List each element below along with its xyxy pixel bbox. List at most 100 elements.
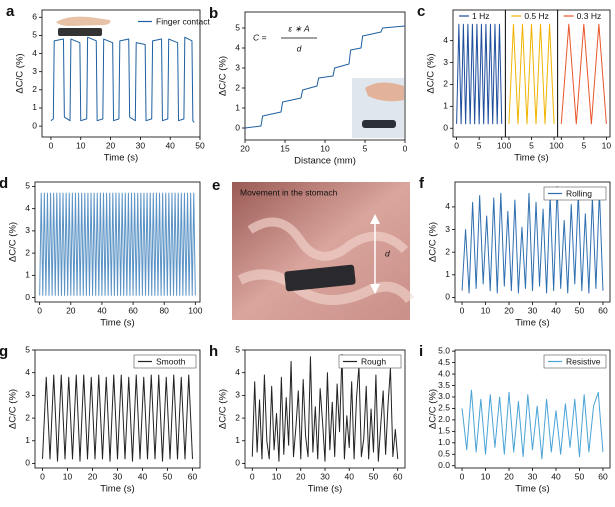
legend-label: Resistive xyxy=(566,356,601,366)
y-tick-label: 0 xyxy=(25,458,30,468)
x-tick-label: 100 xyxy=(188,305,202,315)
y-tick-label: 5.0 xyxy=(438,345,450,355)
x-tick-label: 30 xyxy=(320,471,330,481)
x-tick-label: 10 xyxy=(481,305,491,315)
y-axis-label: ΔC/C (%) xyxy=(8,222,19,262)
x-tick-label: 30 xyxy=(113,471,123,481)
x-tick-label: 40 xyxy=(345,471,355,481)
x-tick-label: 40 xyxy=(138,471,148,481)
y-tick-label: 2.5 xyxy=(438,403,450,413)
y-axis-label: ΔC/C (%) xyxy=(426,53,437,93)
data-line xyxy=(39,192,196,296)
data-line xyxy=(42,374,193,462)
x-tick-label: 80 xyxy=(159,305,169,315)
data-line xyxy=(456,23,503,125)
y-tick-label: 4.5 xyxy=(438,357,450,367)
x-tick-label: 0 xyxy=(454,140,459,150)
x-tick-label: 10 xyxy=(63,471,73,481)
stomach-photo xyxy=(232,182,414,320)
legend-frame xyxy=(338,354,402,369)
x-tick-label: 0 xyxy=(403,143,408,153)
x-tick-label: 0 xyxy=(559,140,564,150)
x-tick-label: 10 xyxy=(481,471,491,481)
y-tick-label: 3 xyxy=(235,62,240,72)
x-tick-label: 0 xyxy=(460,305,465,315)
x-tick-label: 50 xyxy=(575,471,585,481)
x-tick-label: 15 xyxy=(280,143,290,153)
panel-letter: c xyxy=(417,3,425,20)
y-axis-label: ΔC/C (%) xyxy=(428,222,439,262)
x-tick-label: 50 xyxy=(163,471,173,481)
panel-letter: a xyxy=(6,3,15,20)
y-tick-label: 2 xyxy=(235,412,240,422)
y-tick-label: 1 xyxy=(235,435,240,445)
x-tick-label: 60 xyxy=(598,305,608,315)
y-tick-label: 1 xyxy=(443,101,448,111)
y-tick-label: 0.5 xyxy=(438,449,450,459)
y-tick-label: 0 xyxy=(25,292,30,302)
formula-denominator: d xyxy=(297,43,302,53)
x-tick-label: 5 xyxy=(581,140,586,150)
data-line xyxy=(461,389,604,460)
y-axis-label: ΔC/C (%) xyxy=(8,389,19,429)
x-tick-label: 5 xyxy=(363,143,368,153)
y-tick-label: 3 xyxy=(235,390,240,400)
y-tick-label: 3 xyxy=(25,390,30,400)
y-tick-label: 3 xyxy=(25,225,30,235)
x-axis-label: Time (s) xyxy=(104,153,138,164)
y-tick-label: 0 xyxy=(235,458,240,468)
x-tick-label: 10 xyxy=(549,140,559,150)
x-tick-label: 5 xyxy=(529,140,534,150)
y-tick-label: 4 xyxy=(443,35,448,45)
y-tick-label: 3.5 xyxy=(438,380,450,390)
y-tick-label: 5 xyxy=(32,30,37,40)
panel-letter: f xyxy=(419,175,425,192)
x-tick-label: 0 xyxy=(37,305,42,315)
legend-label: Rolling xyxy=(566,188,592,198)
x-axis-label: Time (s) xyxy=(515,484,549,495)
y-tick-label: 3.0 xyxy=(438,391,450,401)
y-tick-label: 4 xyxy=(445,201,450,211)
x-tick-label: 60 xyxy=(598,471,608,481)
x-tick-label: 20 xyxy=(504,305,514,315)
y-tick-label: 1 xyxy=(32,102,37,112)
y-tick-label: 2 xyxy=(235,82,240,92)
data-line xyxy=(50,36,195,123)
y-axis-label: ΔC/C (%) xyxy=(218,56,229,96)
formula-lhs: C = xyxy=(253,32,267,42)
legend-label: 0.5 Hz xyxy=(524,11,549,21)
plot-frame xyxy=(41,9,201,138)
x-tick-label: 20 xyxy=(106,140,116,150)
data-line xyxy=(251,354,399,462)
y-tick-label: 0 xyxy=(235,122,240,132)
y-tick-label: 1.5 xyxy=(438,426,450,436)
x-tick-label: 30 xyxy=(528,471,538,481)
y-axis-label: ΔC/C (%) xyxy=(218,389,229,429)
x-tick-label: 40 xyxy=(165,140,175,150)
y-tick-label: 4 xyxy=(25,367,30,377)
y-tick-label: 0 xyxy=(32,120,37,130)
legend-label: 0.3 Hz xyxy=(577,11,602,21)
x-tick-label: 40 xyxy=(551,305,561,315)
y-tick-label: 1 xyxy=(445,269,450,279)
inset-hand xyxy=(56,16,111,36)
y-tick-label: 6 xyxy=(32,12,37,22)
x-tick-label: 50 xyxy=(369,471,379,481)
y-axis-label: ΔC/C (%) xyxy=(428,389,439,429)
x-tick-label: 0 xyxy=(460,471,465,481)
y-tick-label: 1 xyxy=(235,102,240,112)
y-tick-label: 2 xyxy=(32,84,37,94)
x-tick-label: 10 xyxy=(320,143,330,153)
y-tick-label: 2 xyxy=(25,412,30,422)
x-tick-label: 60 xyxy=(393,471,403,481)
y-tick-label: 5 xyxy=(25,344,30,354)
inset-photo xyxy=(352,78,404,138)
data-line xyxy=(508,23,555,125)
x-tick-label: 60 xyxy=(128,305,138,315)
x-tick-label: 60 xyxy=(188,471,198,481)
panel-letter: g xyxy=(0,343,8,360)
x-tick-label: 20 xyxy=(88,471,98,481)
y-tick-label: 5 xyxy=(25,181,30,191)
x-tick-label: 30 xyxy=(528,305,538,315)
